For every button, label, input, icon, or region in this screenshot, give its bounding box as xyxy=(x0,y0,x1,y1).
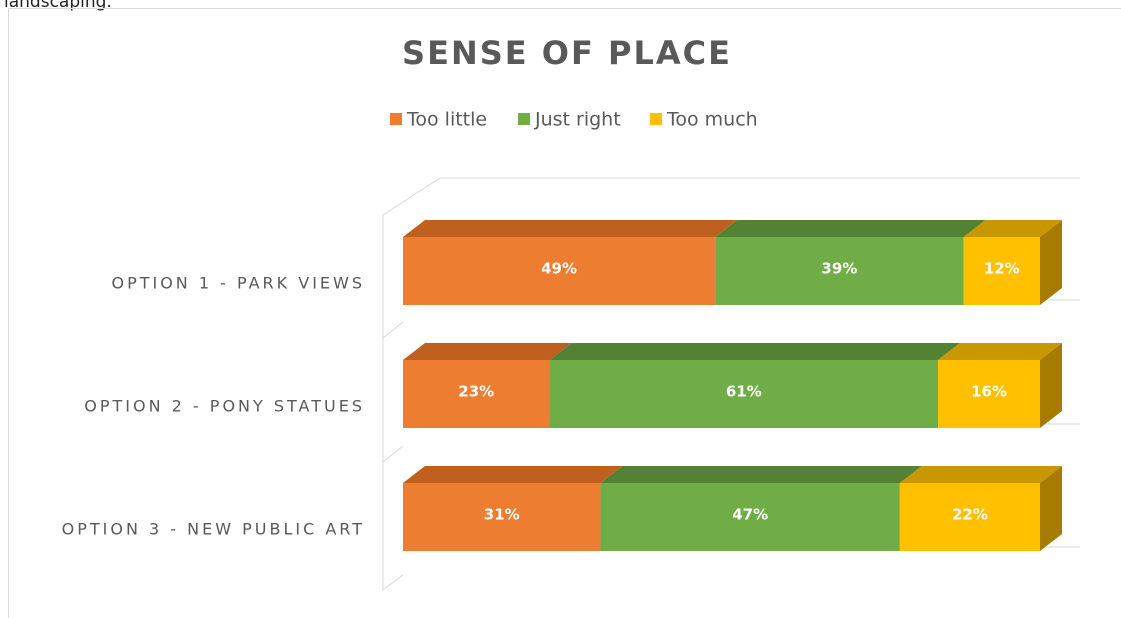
value-label: 61% xyxy=(726,383,762,401)
legend-label: Just right xyxy=(534,109,621,131)
bar xyxy=(403,237,716,305)
legend-swatch xyxy=(650,113,662,125)
value-label: 49% xyxy=(541,260,577,278)
bar xyxy=(899,483,1040,551)
legend-label: Too much xyxy=(666,109,758,131)
bar-top xyxy=(403,220,738,237)
bar-top xyxy=(403,343,572,360)
bar xyxy=(403,483,601,551)
value-label: 12% xyxy=(984,260,1020,278)
page-text: landscaping. xyxy=(4,0,112,12)
value-label: 47% xyxy=(732,506,768,524)
value-label: 23% xyxy=(458,383,494,401)
bar-top xyxy=(600,466,922,483)
bar-side xyxy=(1040,220,1062,305)
value-label: 39% xyxy=(821,260,857,278)
value-label: 16% xyxy=(971,383,1007,401)
bar-side xyxy=(1040,466,1062,551)
bar xyxy=(549,360,939,428)
legend-swatch xyxy=(390,113,402,125)
bar xyxy=(715,237,964,305)
legend-label: Too little xyxy=(406,109,487,131)
bar xyxy=(938,360,1040,428)
chart-walls xyxy=(382,177,1080,591)
value-label: 31% xyxy=(484,506,520,524)
value-label: 22% xyxy=(952,506,988,524)
bar xyxy=(403,360,550,428)
category-label: OPTION 1 - PARK VIEWS xyxy=(111,274,365,293)
legend-swatch xyxy=(518,113,530,125)
chart-border xyxy=(8,8,1121,618)
bar-top xyxy=(963,220,1062,237)
bar-side xyxy=(1040,343,1062,428)
bar xyxy=(963,237,1040,305)
bar-top xyxy=(899,466,1062,483)
category-label: OPTION 2 - PONY STATUES xyxy=(84,397,365,416)
bar xyxy=(600,483,900,551)
bar-top xyxy=(549,343,961,360)
bar-top xyxy=(715,220,986,237)
bar-top xyxy=(938,343,1062,360)
chart-title: SENSE OF PLACE xyxy=(402,34,732,72)
category-label: OPTION 3 - NEW PUBLIC ART xyxy=(62,520,365,539)
bar-top xyxy=(403,466,623,483)
